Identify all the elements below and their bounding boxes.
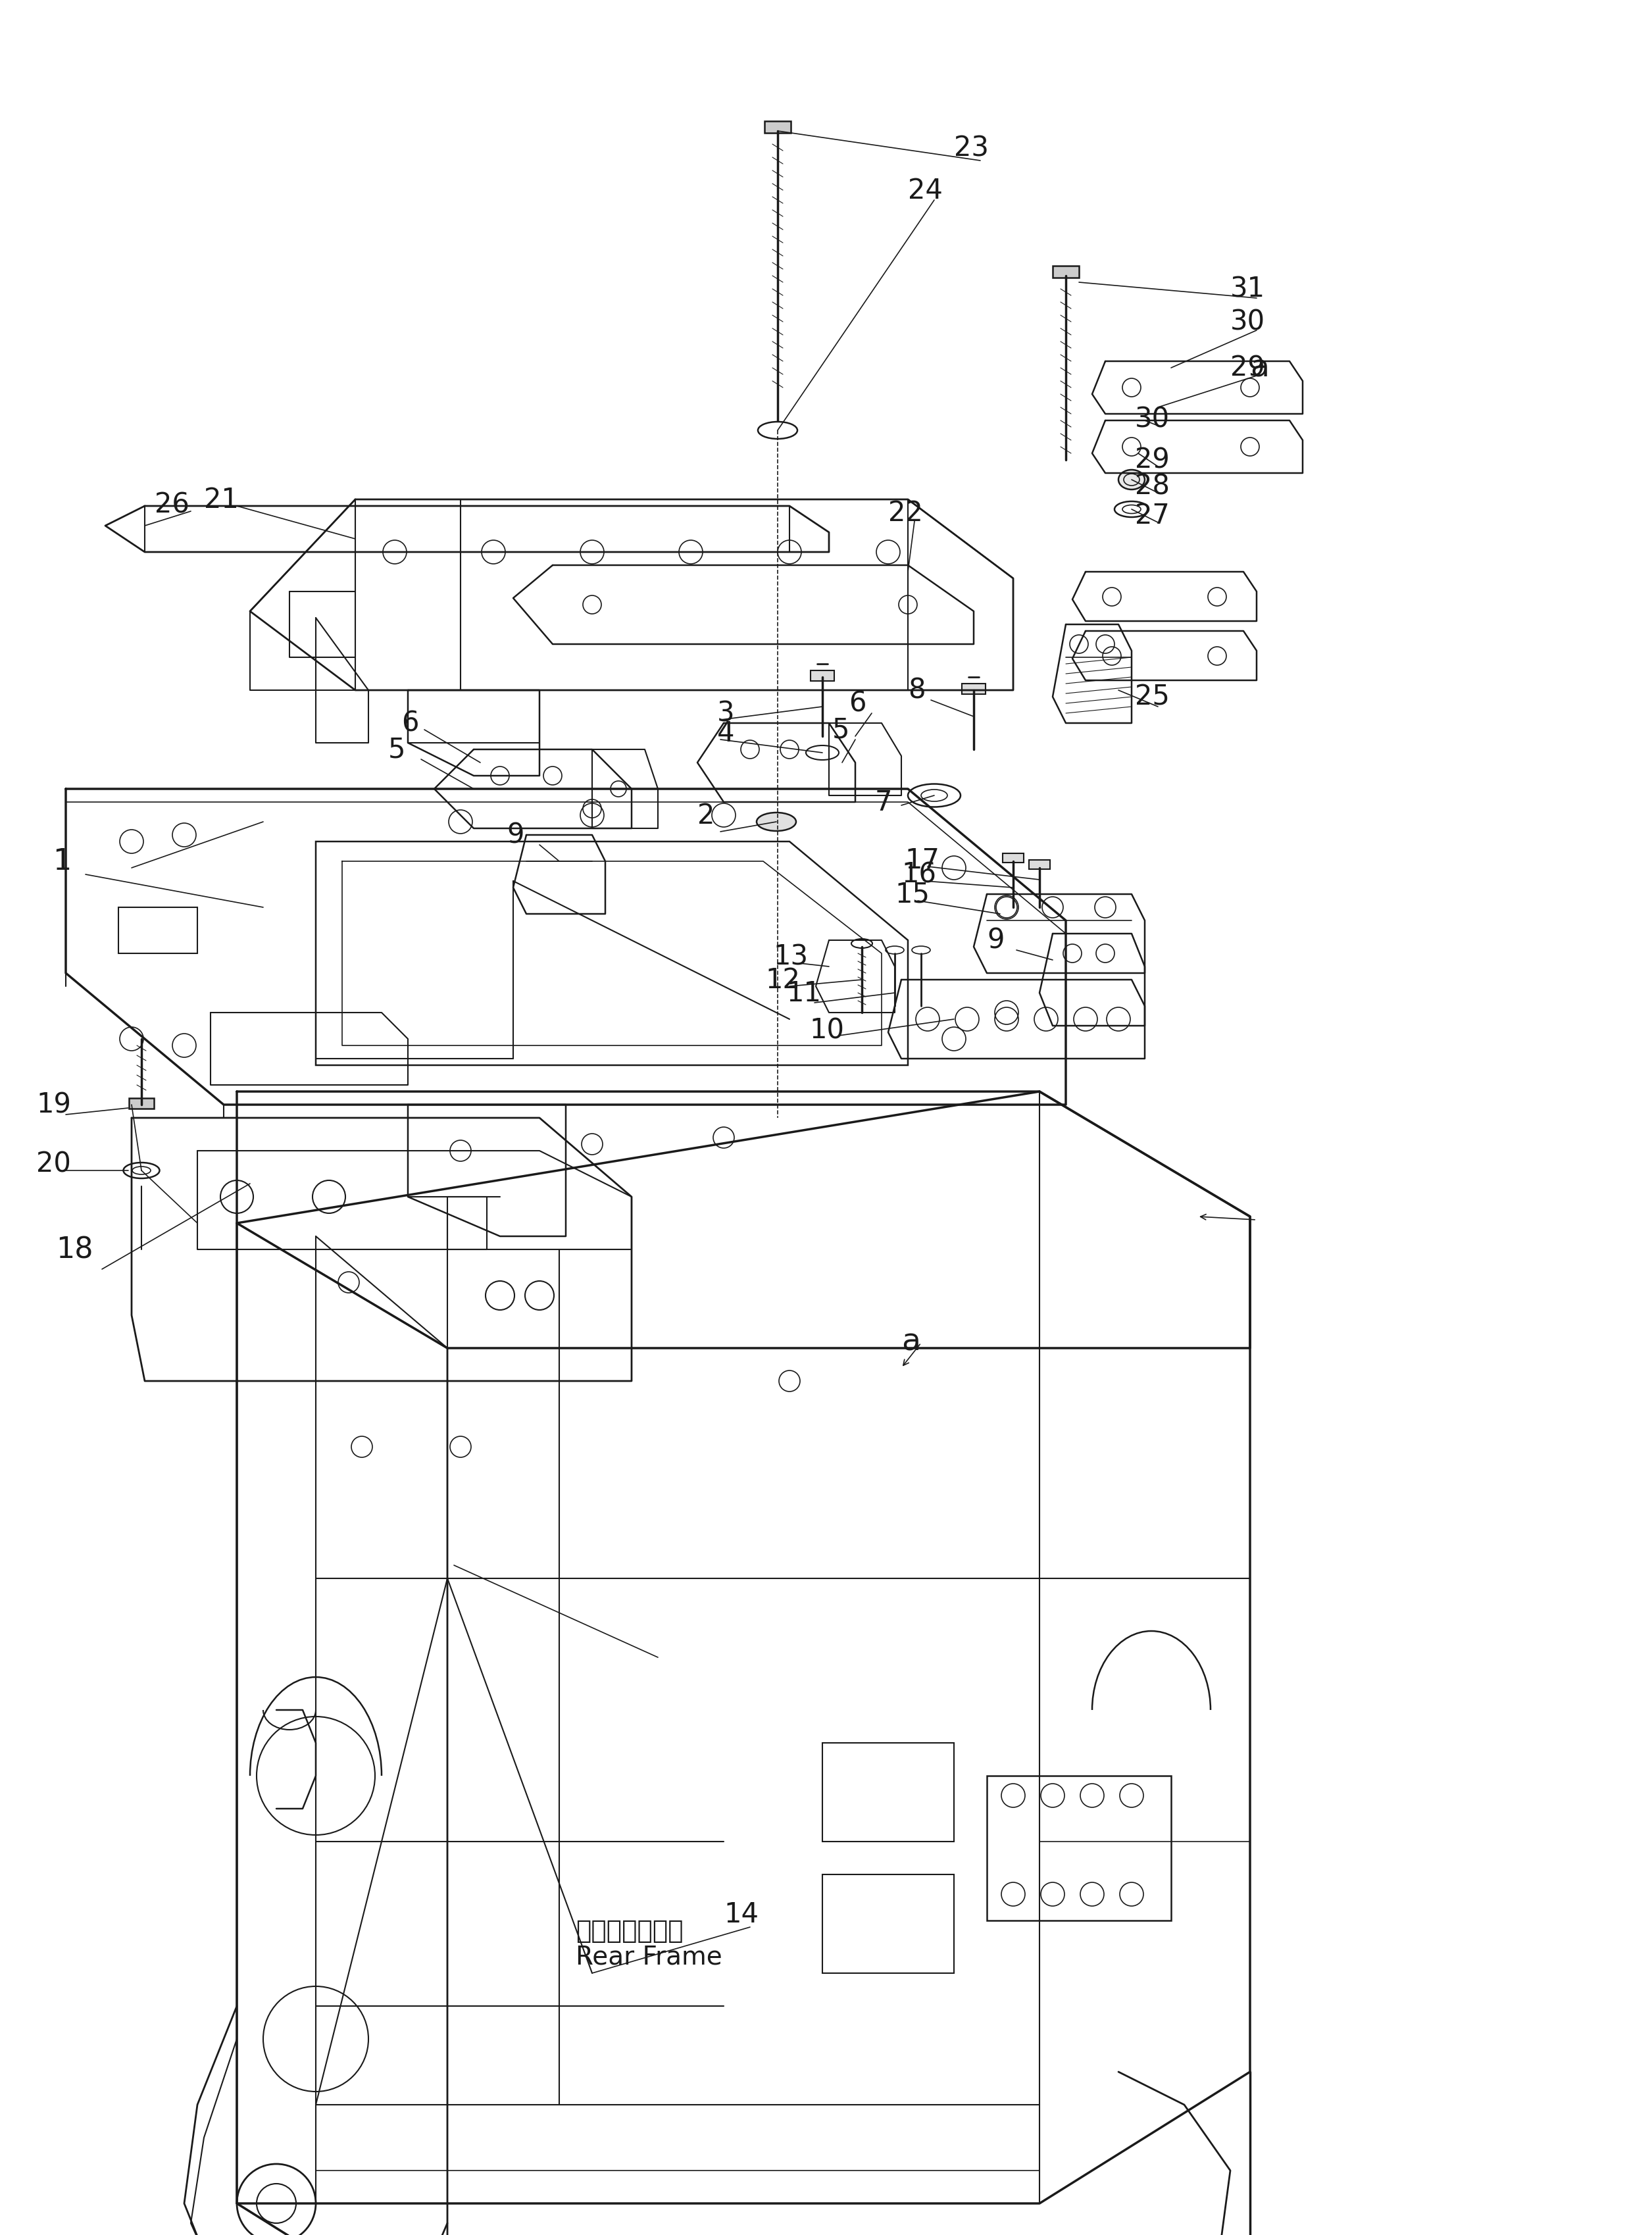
- Text: 20: 20: [36, 1151, 71, 1178]
- Text: 9: 9: [507, 822, 524, 849]
- Bar: [961, 684, 986, 695]
- Text: 23: 23: [953, 134, 990, 161]
- Text: a: a: [1251, 353, 1269, 382]
- Text: 13: 13: [773, 943, 808, 970]
- Text: 28: 28: [1135, 474, 1170, 501]
- Ellipse shape: [757, 814, 796, 831]
- Text: 27: 27: [1135, 503, 1170, 530]
- Text: 26: 26: [155, 492, 190, 519]
- Bar: [823, 1875, 953, 1974]
- Text: 12: 12: [765, 966, 800, 995]
- Text: 8: 8: [909, 677, 925, 704]
- Text: リャーフレーム: リャーフレーム: [575, 1918, 684, 1942]
- Text: 25: 25: [1135, 684, 1170, 711]
- Text: 31: 31: [1231, 275, 1265, 304]
- Text: 29: 29: [1231, 355, 1265, 382]
- Bar: [765, 121, 791, 134]
- Text: a: a: [902, 1328, 920, 1357]
- Text: 10: 10: [809, 1017, 844, 1044]
- Text: 6: 6: [849, 691, 866, 717]
- Text: 18: 18: [56, 1236, 93, 1263]
- Text: 14: 14: [724, 1900, 758, 1929]
- Ellipse shape: [1118, 469, 1145, 489]
- Text: 22: 22: [889, 498, 923, 527]
- Text: 7: 7: [876, 789, 892, 816]
- Bar: [129, 1097, 154, 1109]
- Text: 15: 15: [895, 881, 930, 907]
- Text: 9: 9: [986, 928, 1004, 954]
- Text: 29: 29: [1135, 447, 1170, 474]
- Text: 16: 16: [902, 860, 937, 890]
- Bar: [1052, 266, 1079, 277]
- Text: 1: 1: [53, 847, 71, 876]
- Text: 17: 17: [905, 847, 940, 874]
- Text: 5: 5: [388, 735, 406, 764]
- Bar: [811, 670, 834, 682]
- Text: 24: 24: [909, 177, 943, 206]
- Text: 30: 30: [1135, 407, 1170, 434]
- Text: 11: 11: [786, 979, 821, 1008]
- Bar: [986, 1777, 1171, 1920]
- Text: 3: 3: [717, 700, 735, 726]
- Text: 2: 2: [697, 802, 715, 829]
- Text: 21: 21: [203, 485, 240, 514]
- Bar: [1003, 854, 1024, 863]
- Text: 19: 19: [36, 1091, 71, 1120]
- Text: 6: 6: [401, 711, 418, 738]
- Text: Rear Frame: Rear Frame: [575, 1944, 722, 1969]
- Bar: [823, 1743, 953, 1842]
- Bar: [1029, 860, 1051, 869]
- Bar: [119, 907, 197, 954]
- Text: 5: 5: [833, 715, 849, 744]
- Text: 4: 4: [717, 720, 735, 746]
- Text: 30: 30: [1231, 308, 1265, 335]
